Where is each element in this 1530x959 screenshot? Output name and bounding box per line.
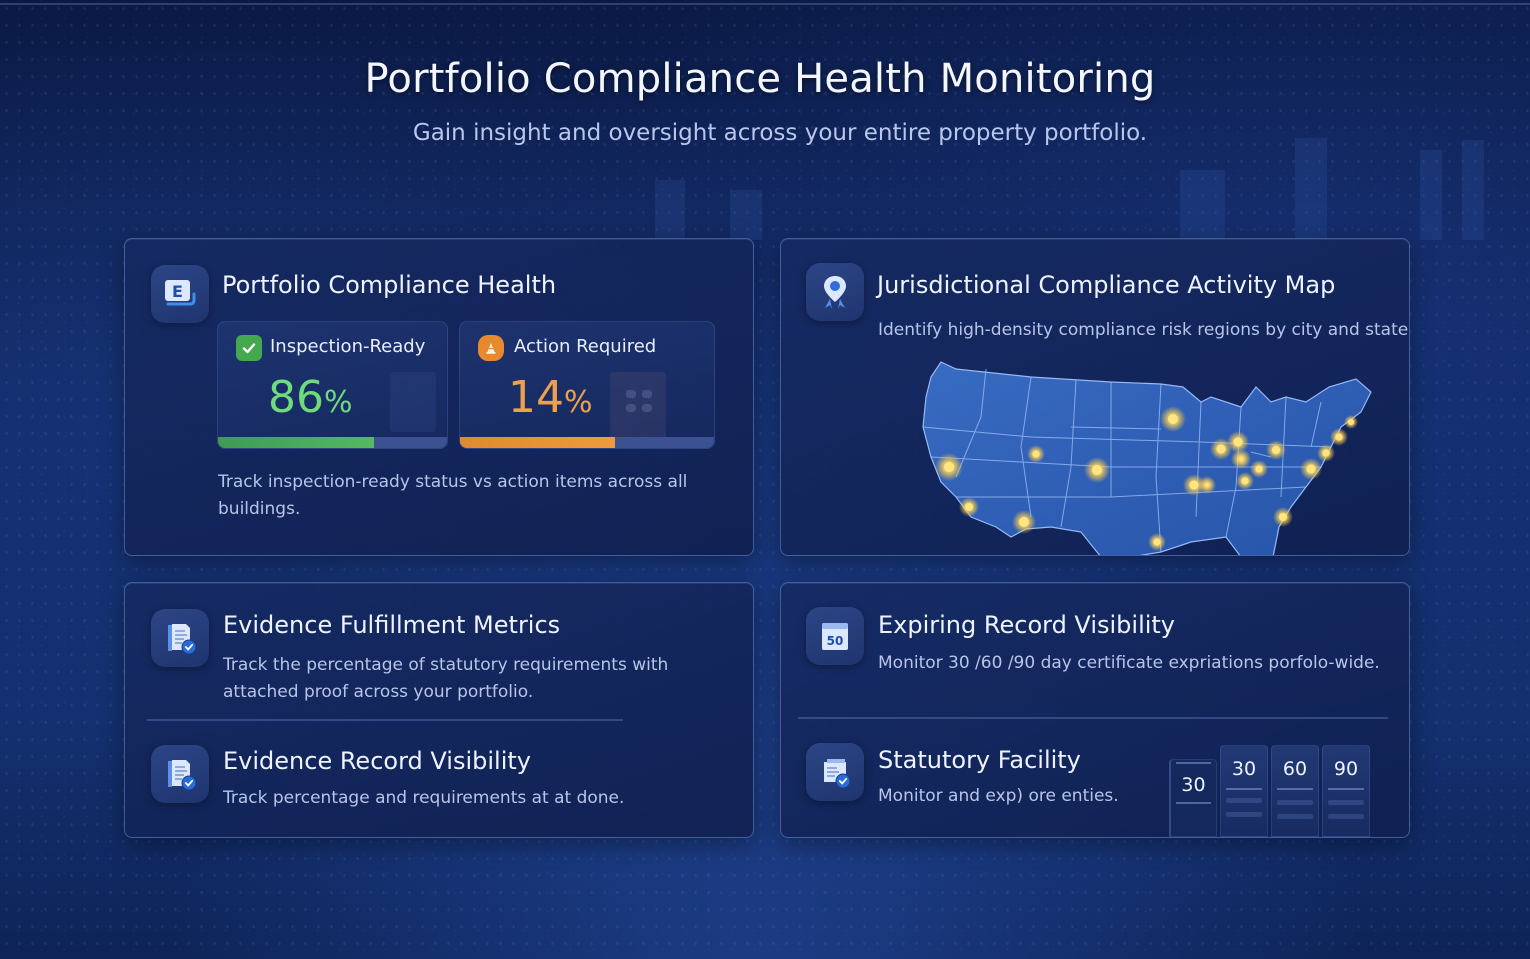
- decorative-window: [642, 390, 652, 398]
- card-description: Track inspection-ready status vs action …: [218, 472, 688, 519]
- document-check-icon: [151, 745, 209, 803]
- card-description: Monitor 30 /60 /90 day certificate expri…: [878, 653, 1380, 673]
- column-rule: [1176, 802, 1211, 804]
- day-column[interactable]: 90: [1322, 745, 1370, 837]
- progress-fill: [218, 437, 374, 448]
- progress-bar: [218, 437, 447, 448]
- document-check-icon: [806, 743, 864, 801]
- card-title: Expiring Record Visibility: [878, 611, 1176, 639]
- background-bar: [1295, 138, 1327, 238]
- top-border-line: [0, 3, 1530, 5]
- location-pin-icon: [806, 263, 864, 321]
- day-column[interactable]: 30: [1169, 759, 1217, 837]
- background-bar: [1180, 170, 1225, 240]
- expiring-records-card[interactable]: 50 Expiring Record Visibility Monitor 30…: [780, 582, 1410, 838]
- day-column[interactable]: 30: [1220, 745, 1268, 837]
- card-title: Evidence Record Visibility: [223, 747, 531, 775]
- page-title: Portfolio Compliance Health Monitoring: [364, 56, 1156, 102]
- action-required-stat[interactable]: Action Required 14%: [459, 321, 715, 449]
- background-bar: [1420, 150, 1442, 240]
- card-description: Track the percentage of statutory requir…: [223, 655, 669, 702]
- stat-value: 86%: [268, 372, 353, 423]
- document-check-icon: [151, 609, 209, 667]
- background-bar: [655, 180, 685, 240]
- stat-value: 14%: [508, 372, 593, 423]
- decorative-building: [390, 372, 436, 432]
- compliance-map-card[interactable]: Jurisdictional Compliance Activity Map I…: [780, 238, 1410, 556]
- document-e-icon: E: [151, 265, 209, 323]
- stat-label: Action Required: [514, 336, 657, 357]
- decorative-building: [610, 372, 666, 442]
- decorative-window: [626, 404, 636, 412]
- decorative-window: [626, 390, 636, 398]
- section-divider: [798, 717, 1388, 719]
- inspection-ready-stat[interactable]: Inspection-Ready 86%: [217, 321, 448, 449]
- progress-bar: [460, 437, 714, 448]
- day-column-label: 60: [1282, 758, 1308, 780]
- warning-cone-icon: [478, 335, 504, 361]
- page-subtitle: Gain insight and oversight across your e…: [412, 120, 1148, 146]
- card-description: Identify high-density compliance risk re…: [878, 320, 1410, 340]
- placeholder-line: [1226, 812, 1262, 817]
- day-column[interactable]: 60: [1271, 745, 1319, 837]
- day-column-label: 30: [1231, 758, 1257, 780]
- placeholder-line: [1226, 798, 1262, 803]
- stat-label: Inspection-Ready: [270, 336, 426, 357]
- card-description: Track percentage and requirements at at …: [223, 788, 625, 808]
- us-map-graphic: [922, 361, 1372, 555]
- evidence-card[interactable]: Evidence Fulfillment Metrics Track the p…: [124, 582, 754, 838]
- calendar-icon: 50: [806, 607, 864, 665]
- column-rule: [1176, 762, 1211, 764]
- column-rule: [1226, 788, 1262, 790]
- svg-text:50: 50: [827, 634, 844, 648]
- hotspot-markers: [935, 406, 1358, 551]
- svg-text:E: E: [172, 282, 183, 301]
- background-bar: [1462, 140, 1484, 240]
- day-column-label: 30: [1181, 774, 1206, 796]
- placeholder-line: [1277, 800, 1313, 805]
- card-title: Evidence Fulfillment Metrics: [223, 611, 561, 639]
- card-title: Jurisdictional Compliance Activity Map: [877, 271, 1336, 299]
- card-title: Statutory Facility: [878, 746, 1081, 774]
- placeholder-line: [1277, 814, 1313, 819]
- portfolio-health-card[interactable]: E Portfolio Compliance Health Inspection…: [124, 238, 754, 556]
- day-column-label: 90: [1333, 758, 1359, 780]
- placeholder-line: [1328, 814, 1364, 819]
- us-activity-map[interactable]: [911, 357, 1381, 555]
- column-rule: [1328, 788, 1364, 790]
- column-rule: [1277, 788, 1313, 790]
- decorative-window: [642, 404, 652, 412]
- card-title: Portfolio Compliance Health: [222, 271, 557, 299]
- placeholder-line: [1328, 800, 1364, 805]
- card-description: Monitor and exp) ore enties.: [878, 786, 1119, 806]
- progress-fill: [460, 437, 615, 448]
- checkmark-icon: [236, 335, 262, 361]
- section-divider: [147, 719, 623, 721]
- background-bar: [730, 190, 762, 240]
